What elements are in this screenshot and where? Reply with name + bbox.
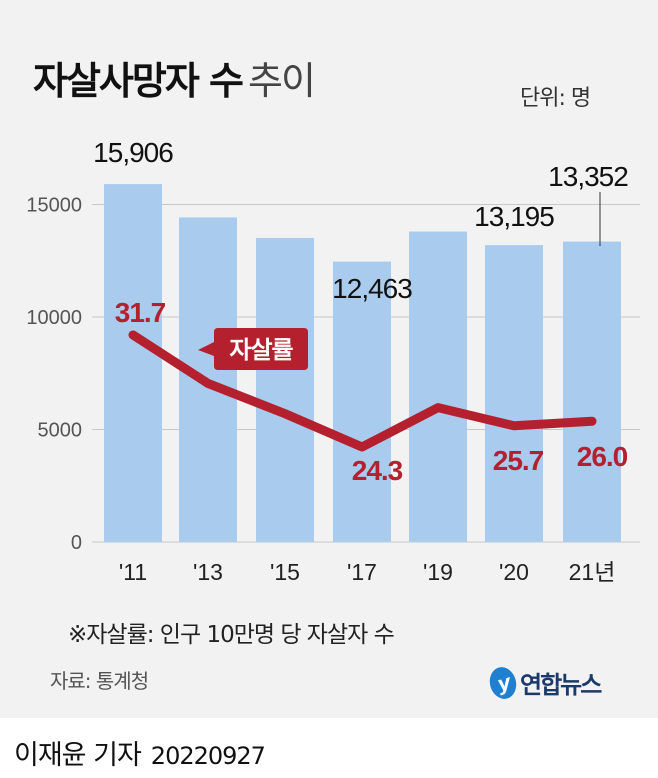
x-tick-label: '13 [193, 559, 223, 585]
bar [104, 184, 162, 543]
y-tick-label: 15000 [26, 195, 82, 217]
title-light: 추이 [248, 59, 316, 103]
y-tick-label: 5000 [38, 420, 83, 442]
y-tick-label: 10000 [26, 307, 82, 329]
bar [333, 261, 391, 542]
chart-title: 자살사망자 수 추이 [33, 50, 316, 105]
bar-value-label: 13,352 [548, 161, 628, 192]
chart-svg: 0 5000 10000 15000 '11 '13 '15 '17 '19 '20 21년 15,9… [26, 137, 640, 585]
bar [409, 231, 467, 542]
x-tick-label: '19 [423, 559, 453, 585]
y-tick-label: 0 [71, 532, 82, 554]
x-tick-label: '11 [119, 559, 147, 585]
bar-value-label: 13,195 [474, 201, 554, 232]
rate-value-label: 24.3 [352, 455, 403, 486]
rate-value-label: 25.7 [493, 445, 544, 476]
legend-label: 자살률 [229, 336, 293, 364]
rate-value-label: 31.7 [115, 297, 166, 328]
footnote: ※자살률: 인구 10만명 당 자살자 수 [68, 622, 395, 648]
title-bold: 자살사망자 수 [33, 59, 244, 103]
unit-label: 단위: 명 [520, 86, 591, 111]
bar [563, 241, 621, 542]
rate-line [128, 330, 597, 452]
x-tick-label: '15 [270, 559, 300, 585]
logo-icon: y [486, 663, 520, 702]
yonhap-logo: y 연합뉴스 [486, 663, 602, 702]
rate-value-label: 26.0 [577, 441, 628, 472]
bar [485, 245, 543, 543]
bar [256, 237, 314, 542]
bar-value-label: 12,463 [332, 273, 412, 304]
date: 20220927 [150, 742, 266, 770]
logo-text: 연합뉴스 [520, 671, 602, 699]
x-tick-label: 21년 [569, 559, 616, 585]
reporter: 이재윤 기자 [14, 740, 142, 771]
source: 자료: 통계청 [50, 669, 149, 693]
x-tick-label: '17 [347, 559, 377, 585]
legend-tag [198, 328, 308, 370]
byline: 이재윤 기자 20220927 [14, 733, 266, 772]
x-tick-label: '20 [499, 559, 529, 585]
bar-value-label: 15,906 [93, 137, 173, 168]
